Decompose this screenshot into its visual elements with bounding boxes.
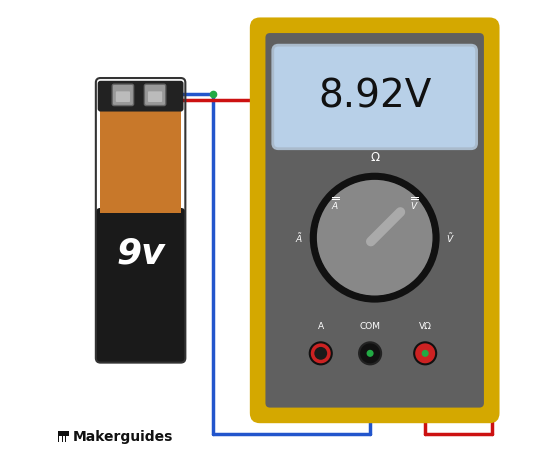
Circle shape xyxy=(316,179,433,296)
FancyBboxPatch shape xyxy=(145,84,166,106)
FancyBboxPatch shape xyxy=(96,208,185,363)
Text: Ω: Ω xyxy=(370,151,379,163)
Bar xyxy=(59,436,62,442)
FancyBboxPatch shape xyxy=(98,81,183,112)
Circle shape xyxy=(367,350,374,357)
Text: Makerguides: Makerguides xyxy=(72,430,173,443)
Bar xyxy=(100,108,181,213)
FancyBboxPatch shape xyxy=(116,91,130,102)
Text: $\overline{\overline{A}}$: $\overline{\overline{A}}$ xyxy=(331,196,339,212)
FancyBboxPatch shape xyxy=(148,91,162,102)
Circle shape xyxy=(414,342,436,364)
Circle shape xyxy=(359,342,381,364)
Circle shape xyxy=(310,173,439,302)
Text: $\overline{\overline{V}}$: $\overline{\overline{V}}$ xyxy=(410,196,419,212)
Text: 9v: 9v xyxy=(116,236,165,270)
Text: $\tilde{V}$: $\tilde{V}$ xyxy=(447,231,455,245)
Bar xyxy=(62,436,66,442)
Text: VΩ: VΩ xyxy=(419,322,432,331)
FancyBboxPatch shape xyxy=(112,84,134,106)
Text: COM: COM xyxy=(359,322,380,331)
FancyBboxPatch shape xyxy=(250,17,500,423)
Circle shape xyxy=(310,342,332,364)
Bar xyxy=(58,431,69,442)
Text: 8.92V: 8.92V xyxy=(318,78,431,116)
Circle shape xyxy=(314,347,327,360)
Circle shape xyxy=(422,350,429,357)
FancyBboxPatch shape xyxy=(266,33,484,408)
Text: $\tilde{A}$: $\tilde{A}$ xyxy=(295,231,302,245)
Bar xyxy=(66,436,69,442)
Text: A: A xyxy=(318,322,324,331)
FancyBboxPatch shape xyxy=(273,45,476,149)
